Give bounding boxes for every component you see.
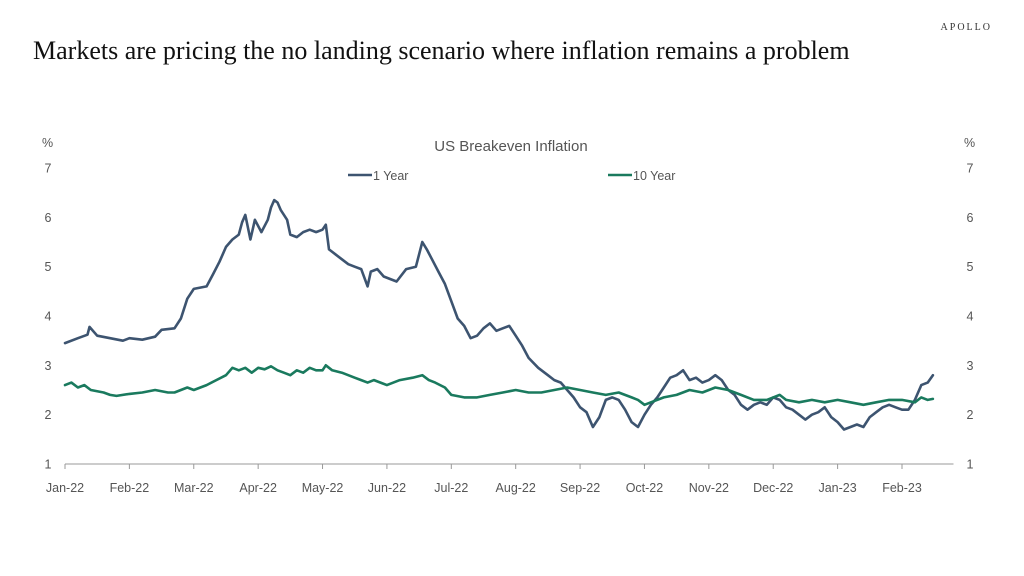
y-tick-label-left: 7 [45,162,52,176]
brand-logo: APOLLO [940,22,992,33]
y-tick-label-right: 7 [967,162,974,176]
legend-label: 1 Year [373,169,408,183]
y-tick-label-left: 2 [45,408,52,422]
y-tick-label-left: 4 [45,310,52,324]
series-line-one-year [63,198,935,431]
legend: 1 Year 10 Year [348,169,675,183]
y-tick-label-left: 1 [45,458,52,472]
series-layer [63,198,935,431]
x-tick-label: Jan-23 [818,481,856,495]
legend-label: 10 Year [633,169,675,183]
y-tick-label-right: 6 [967,211,974,225]
x-tick-label: Mar-22 [174,481,214,495]
y-tick-label-right: 5 [967,260,974,274]
x-tick-label: Apr-22 [239,481,277,495]
page-title: Markets are pricing the no landing scena… [33,36,850,65]
x-tick-label: Sep-22 [560,481,600,495]
y-tick-label-right: 3 [967,359,974,373]
y-tick-label-left: 3 [45,359,52,373]
x-tick-label: Oct-22 [626,481,664,495]
axes: 1 1 2 2 3 3 4 4 5 5 6 6 7 7 Jan-22 Feb-22 Mar-22 Apr-22 Ma… [45,162,974,496]
x-tick-label: Jun-22 [368,481,406,495]
y-tick-label-right: 4 [967,310,974,324]
y-tick-label-right: 1 [967,458,974,472]
x-tick-label: May-22 [302,481,344,495]
series-line-ten-year [63,364,935,407]
x-tick-label: Dec-22 [753,481,793,495]
y-tick-label-left: 5 [45,260,52,274]
chart-title: US Breakeven Inflation [434,138,587,155]
x-tick-label: Feb-23 [882,481,922,495]
y-tick-label-left: 6 [45,211,52,225]
x-tick-label: Jan-22 [46,481,84,495]
x-tick-label: Aug-22 [496,481,536,495]
x-tick-label: Jul-22 [434,481,468,495]
y-axis-unit-right: % [964,136,975,150]
x-tick-label: Feb-22 [110,481,150,495]
x-tick-label: Nov-22 [689,481,729,495]
y-tick-label-right: 2 [967,408,974,422]
y-axis-unit-left: % [42,136,53,150]
